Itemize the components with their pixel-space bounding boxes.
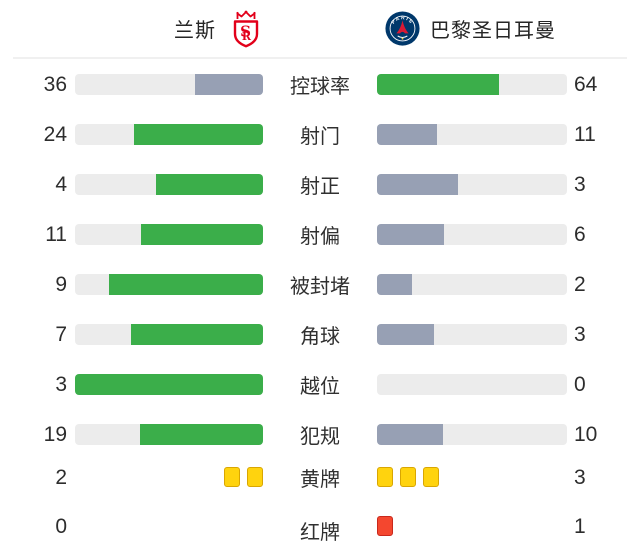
away-shots-off-target-value: 6: [574, 222, 586, 246]
svg-text:S: S: [240, 22, 251, 40]
svg-text:R: R: [242, 30, 252, 43]
stat-row-offsides: 3 越位 0: [0, 359, 640, 409]
home-shots-on-target-value: 4: [55, 172, 67, 196]
stat-row-fouls: 19 犯规 10: [0, 409, 640, 459]
stat-label-shots-on-target: 射正: [300, 175, 340, 198]
stat-row-red-cards: 0 红牌 1: [0, 495, 640, 544]
stat-row-shots-on-target: 4 射正 3: [0, 159, 640, 209]
away-blocked-shots-bar-fill: [377, 273, 412, 295]
home-blocked-shots-value: 9: [55, 272, 67, 296]
yellow-card-icon: [224, 467, 240, 487]
header: 兰斯 R S: [0, 0, 640, 57]
away-red-cards-cards: [377, 516, 567, 536]
home-possession-bar: [75, 73, 263, 95]
away-shots-on-target-bar: [377, 173, 567, 195]
away-possession-bar-fill: [377, 73, 499, 95]
stat-row-shots-off-target: 11 射偏 6: [0, 209, 640, 259]
reims-crest-icon: R S: [233, 10, 259, 47]
home-offsides-value: 3: [55, 372, 67, 396]
home-blocked-shots-bar-fill: [109, 273, 263, 295]
yellow-card-icon: [423, 467, 439, 487]
away-offsides-bar: [377, 373, 567, 395]
away-red-cards-value: 1: [574, 515, 586, 538]
header-divider: [13, 57, 627, 59]
home-corners-value: 7: [55, 322, 67, 346]
stat-label-shots: 射门: [300, 125, 340, 148]
away-corners-bar: [377, 323, 567, 345]
away-fouls-bar-fill: [377, 423, 443, 445]
stat-label-offsides: 越位: [300, 375, 340, 398]
red-card-icon: [377, 516, 393, 536]
away-corners-bar-fill: [377, 323, 434, 345]
away-fouls-value: 10: [574, 422, 598, 446]
home-shots-off-target-value: 11: [45, 222, 67, 246]
home-shots-off-target-bar: [75, 223, 263, 245]
stat-label-corners: 角球: [300, 325, 340, 348]
away-corners-value: 3: [574, 322, 586, 346]
away-shots-off-target-bar: [377, 223, 567, 245]
yellow-card-icon: [400, 467, 416, 487]
home-shots-bar-fill: [134, 123, 263, 145]
stat-label-possession: 控球率: [290, 75, 350, 98]
away-yellow-cards-value: 3: [574, 465, 586, 489]
stat-row-corners: 7 角球 3: [0, 309, 640, 359]
away-possession-value: 64: [574, 72, 598, 96]
stat-label-fouls: 犯规: [300, 425, 340, 448]
stat-label-red-cards: 红牌: [300, 522, 340, 544]
stat-row-possession: 36 控球率 64: [0, 59, 640, 109]
home-corners-bar: [75, 323, 263, 345]
yellow-card-icon: [377, 467, 393, 487]
header-home-half: 兰斯 R S: [0, 10, 320, 48]
away-offsides-value: 0: [574, 372, 586, 396]
stat-label-yellow-cards: 黄牌: [300, 468, 340, 491]
home-shots-value: 24: [43, 122, 67, 146]
home-red-cards-value: 0: [55, 515, 67, 538]
away-team: PARIS 巴黎圣日耳曼: [385, 11, 556, 46]
away-shots-on-target-value: 3: [574, 172, 586, 196]
home-fouls-bar-fill: [139, 423, 263, 445]
home-shots-on-target-bar: [75, 173, 263, 195]
away-blocked-shots-value: 2: [574, 272, 586, 296]
away-shots-bar: [377, 123, 567, 145]
away-shots-bar-fill: [377, 123, 437, 145]
home-blocked-shots-bar: [75, 273, 263, 295]
away-shots-value: 11: [574, 122, 596, 146]
stat-row-blocked-shots: 9 被封堵 2: [0, 259, 640, 309]
home-shots-bar: [75, 123, 263, 145]
home-shots-on-target-bar-fill: [155, 173, 263, 195]
home-offsides-bar-fill: [75, 373, 263, 395]
home-possession-value: 36: [43, 72, 67, 96]
home-fouls-bar: [75, 423, 263, 445]
home-team-name: 兰斯: [174, 20, 216, 42]
stat-row-shots: 24 射门 11: [0, 109, 640, 159]
away-blocked-shots-bar: [377, 273, 567, 295]
psg-crest-icon: PARIS: [385, 11, 420, 46]
away-team-name: 巴黎圣日耳曼: [430, 20, 556, 42]
stat-row-yellow-cards: 2 黄牌 3: [0, 459, 640, 495]
home-yellow-cards-value: 2: [55, 465, 67, 489]
home-shots-off-target-bar-fill: [141, 223, 263, 245]
home-corners-bar-fill: [131, 323, 263, 345]
home-offsides-bar: [75, 373, 263, 395]
away-yellow-cards-cards: [377, 467, 567, 487]
home-fouls-value: 19: [43, 422, 67, 446]
header-away-half: PARIS 巴黎圣日耳曼: [320, 11, 640, 46]
away-fouls-bar: [377, 423, 567, 445]
svg-text:PARIS: PARIS: [391, 15, 415, 25]
home-yellow-cards-cards: [75, 467, 263, 487]
away-shots-off-target-bar-fill: [377, 223, 445, 245]
stats-list: 36 控球率 64 24 射门 11 4 射正 3 11 射偏 6 9 被封堵 2 7 角球 3 3 越位 0 19 犯规 1…: [0, 59, 640, 544]
away-shots-on-target-bar-fill: [377, 173, 459, 195]
yellow-card-icon: [247, 467, 263, 487]
home-possession-bar-fill: [195, 73, 263, 95]
away-possession-bar: [377, 73, 567, 95]
home-team: 兰斯 R S: [174, 10, 260, 48]
stat-label-blocked-shots: 被封堵: [290, 275, 350, 298]
stat-label-shots-off-target: 射偏: [300, 225, 340, 248]
